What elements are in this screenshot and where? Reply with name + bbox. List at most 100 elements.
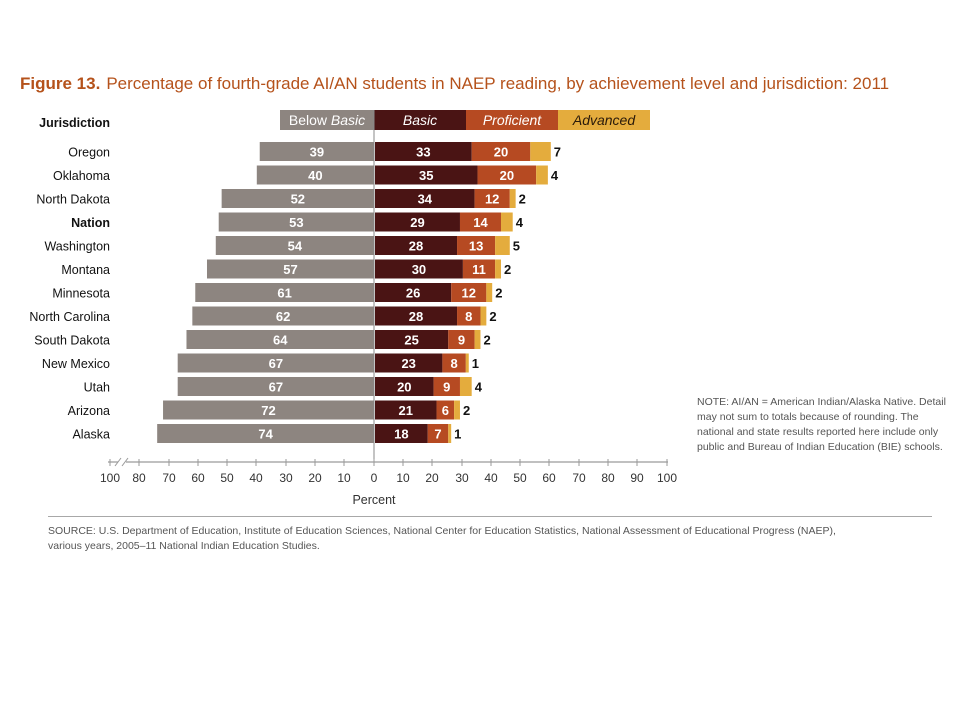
- value-label-below-basic-nation: 53: [289, 215, 303, 230]
- value-label-proficient-oregon: 20: [494, 145, 508, 160]
- row-header-jurisdiction: Jurisdiction: [39, 116, 110, 130]
- bar-basic-north-dakota: [375, 189, 475, 208]
- value-label-advanced-utah: 4: [475, 380, 483, 395]
- x-tick-label-19: 100: [657, 471, 677, 485]
- bar-advanced-oregon: [530, 142, 551, 161]
- value-label-basic-south-dakota: 25: [404, 333, 418, 348]
- category-label-arizona: Arizona: [68, 404, 110, 418]
- value-label-below-basic-alaska: 74: [258, 427, 273, 442]
- category-label-new-mexico: New Mexico: [42, 357, 110, 371]
- value-label-basic-minnesota: 26: [406, 286, 420, 301]
- bar-proficient-new-mexico: [442, 353, 466, 373]
- bar-proficient-alaska: [427, 424, 449, 443]
- value-label-advanced-north-carolina: 2: [489, 309, 496, 324]
- x-tick-label-11: 20: [425, 471, 439, 485]
- x-tick-label-1: 80: [132, 471, 146, 485]
- bar-basic-washington: [375, 236, 458, 255]
- bar-basic-utah: [375, 377, 434, 396]
- value-label-proficient-north-dakota: 12: [485, 192, 499, 207]
- bar-proficient-nation: [459, 212, 501, 232]
- category-label-south-dakota: South Dakota: [34, 334, 110, 348]
- value-label-basic-alaska: 18: [394, 427, 408, 442]
- value-label-below-basic-montana: 57: [283, 262, 297, 277]
- bar-basic-minnesota: [375, 283, 452, 302]
- legend-swatch-below-basic: [280, 110, 374, 130]
- x-tick-label-2: 70: [162, 471, 176, 485]
- x-tick-label-6: 30: [279, 471, 293, 485]
- bar-proficient-oklahoma: [477, 165, 537, 185]
- value-label-basic-oregon: 33: [416, 145, 430, 160]
- chart-source: SOURCE: U.S. Department of Education, In…: [48, 525, 836, 552]
- bar-below-basic-north-dakota: [221, 189, 374, 208]
- axis-break-mark-1: [114, 457, 122, 467]
- value-label-advanced-minnesota: 2: [495, 286, 502, 301]
- value-label-proficient-minnesota: 12: [462, 286, 476, 301]
- figure-title: Figure 13. Percentage of fourth-grade AI/…: [20, 74, 889, 94]
- value-label-basic-north-carolina: 28: [409, 309, 423, 324]
- value-label-proficient-south-dakota: 9: [458, 333, 465, 348]
- x-tick-label-14: 50: [513, 471, 527, 485]
- value-label-below-basic-oregon: 39: [310, 145, 324, 160]
- value-label-proficient-new-mexico: 8: [450, 356, 457, 371]
- value-label-proficient-north-carolina: 8: [465, 309, 472, 324]
- value-label-basic-oklahoma: 35: [419, 168, 433, 183]
- x-tick-label-9: 0: [371, 471, 378, 485]
- category-label-minnesota: Minnesota: [52, 287, 110, 301]
- x-tick-label-17: 80: [601, 471, 615, 485]
- legend-swatch-basic: [374, 110, 466, 130]
- value-label-basic-washington: 28: [409, 239, 423, 254]
- value-label-advanced-new-mexico: 1: [472, 356, 479, 371]
- x-tick-label-12: 30: [455, 471, 469, 485]
- bar-basic-south-dakota: [375, 330, 449, 349]
- value-label-basic-arizona: 21: [399, 403, 413, 418]
- axis-break-gap: [118, 458, 126, 466]
- bar-below-basic-arizona: [163, 400, 374, 420]
- legend-label-proficient: Proficient: [483, 112, 542, 128]
- x-axis-title: Percent: [352, 493, 396, 507]
- value-label-proficient-utah: 9: [443, 380, 450, 395]
- legend-label-below-basic: Below Basic: [289, 112, 365, 128]
- value-label-below-basic-oklahoma: 40: [308, 168, 322, 183]
- bar-below-basic-south-dakota: [186, 330, 374, 349]
- bar-advanced-new-mexico: [465, 353, 469, 373]
- bar-advanced-south-dakota: [474, 330, 481, 349]
- axis-break-mark-2: [121, 457, 129, 467]
- figure-title-text: Percentage of fourth-grade AI/AN student…: [106, 74, 890, 93]
- value-label-proficient-arizona: 6: [442, 403, 449, 418]
- bar-proficient-washington: [457, 236, 496, 255]
- category-label-north-carolina: North Carolina: [29, 310, 110, 324]
- bar-below-basic-minnesota: [195, 283, 374, 302]
- value-label-advanced-nation: 4: [516, 215, 524, 230]
- legend-swatch-advanced: [558, 110, 650, 130]
- value-label-below-basic-north-dakota: 52: [291, 192, 305, 207]
- bar-basic-north-carolina: [375, 306, 458, 326]
- value-label-advanced-north-dakota: 2: [519, 192, 526, 207]
- value-label-proficient-montana: 11: [472, 262, 486, 277]
- x-tick-label-8: 10: [337, 471, 351, 485]
- value-label-proficient-alaska: 7: [434, 427, 441, 442]
- bar-basic-new-mexico: [375, 353, 443, 373]
- bar-advanced-oklahoma: [536, 165, 548, 185]
- x-tick-label-16: 70: [572, 471, 586, 485]
- category-label-oregon: Oregon: [68, 146, 110, 160]
- x-tick-label-13: 40: [484, 471, 498, 485]
- category-label-washington: Washington: [44, 240, 110, 254]
- value-label-proficient-oklahoma: 20: [500, 168, 514, 183]
- x-tick-label-4: 50: [220, 471, 234, 485]
- bar-basic-arizona: [375, 400, 437, 420]
- x-tick-label-0: 100: [100, 471, 120, 485]
- bar-basic-alaska: [375, 424, 428, 443]
- value-label-advanced-washington: 5: [513, 239, 520, 254]
- value-label-below-basic-arizona: 72: [261, 403, 275, 418]
- value-label-advanced-south-dakota: 2: [483, 333, 490, 348]
- x-tick-label-18: 90: [630, 471, 644, 485]
- bar-proficient-oregon: [471, 142, 531, 161]
- bar-advanced-montana: [495, 259, 501, 279]
- value-label-proficient-nation: 14: [473, 215, 488, 230]
- bar-below-basic-utah: [177, 377, 374, 396]
- bar-advanced-alaska: [448, 424, 452, 443]
- bar-proficient-south-dakota: [448, 330, 475, 349]
- value-label-advanced-montana: 2: [504, 262, 511, 277]
- x-tick-label-10: 10: [396, 471, 410, 485]
